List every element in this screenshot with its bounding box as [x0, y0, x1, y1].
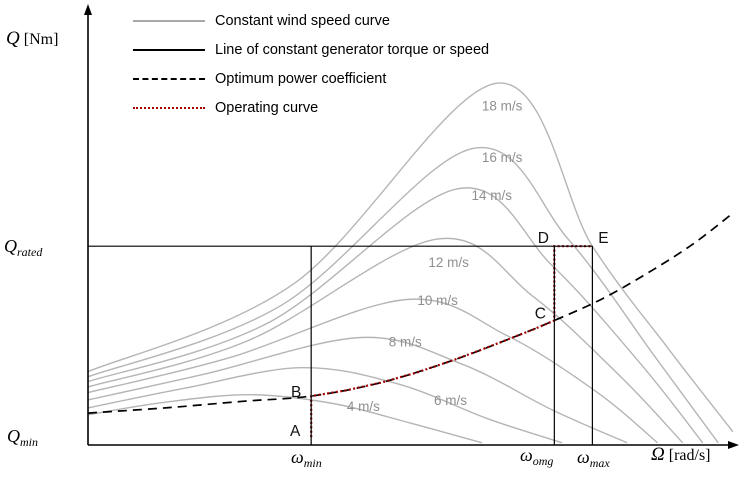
operating-point-label-E: E [598, 230, 608, 247]
y-tick-q-rated: Qrated [4, 236, 42, 260]
omega-max-symbol: ω [577, 447, 590, 467]
wind-speed-label: 14 m/s [472, 188, 513, 203]
omega-min-sub: min [303, 456, 322, 471]
y-axis-unit: [Nm] [23, 31, 59, 48]
wind-speed-label: 10 m/s [417, 293, 458, 308]
wind-speed-curve [88, 82, 733, 433]
wind-speed-label: 8 m/s [389, 335, 422, 350]
legend-item-constant-wind: Constant wind speed curve [133, 6, 489, 35]
x-tick-omega-max: ωmax [577, 447, 610, 471]
wind-speed-curve [88, 298, 658, 444]
x-tick-omega-min: ωmin [291, 447, 322, 471]
legend: Constant wind speed curve Line of consta… [133, 6, 489, 122]
legend-item-constant-torque-speed: Line of constant generator torque or spe… [133, 35, 489, 64]
omega-omg-sub: omg [532, 454, 554, 469]
optimum-power-curve [88, 214, 731, 414]
wind-speed-curve [88, 366, 563, 444]
legend-label: Operating curve [215, 99, 319, 116]
x-axis-title: Ω [rad/s] [651, 444, 711, 466]
wind-speed-curve [88, 187, 704, 444]
x-axis-arrow-icon [728, 441, 739, 449]
wind-speed-curve [88, 336, 628, 444]
y-tick-q-min: Qmin [7, 426, 38, 450]
y-axis-symbol: Q [6, 28, 20, 49]
operating-point-label-C: C [535, 306, 546, 323]
wind-speed-curve [88, 146, 719, 444]
legend-item-operating-curve: Operating curve [133, 93, 489, 122]
x-axis-unit: [rad/s] [668, 447, 711, 464]
legend-item-optimum-power: Optimum power coefficient [133, 64, 489, 93]
y-axis-title: Q [Nm] [6, 28, 58, 50]
legend-label: Line of constant generator torque or spe… [215, 41, 490, 58]
omega-omg-symbol: ω [520, 445, 533, 465]
optimum-power-line-sample [133, 77, 205, 80]
q-min-symbol: Q [7, 426, 20, 446]
legend-label: Constant wind speed curve [215, 12, 390, 29]
wind-speed-label: 12 m/s [428, 255, 469, 270]
constant-torque-line-sample [133, 48, 205, 51]
wind-speed-label: 4 m/s [347, 399, 380, 414]
q-rated-symbol: Q [4, 236, 17, 256]
wind-speed-curve [88, 393, 483, 444]
operating-point-label-D: D [538, 230, 549, 247]
operating-curve-line-sample [133, 106, 205, 109]
q-rated-sub: rated [17, 245, 43, 260]
x-tick-omega-omg: ωomg [520, 445, 553, 469]
wind-speed-curve [88, 237, 684, 444]
omega-min-symbol: ω [291, 447, 304, 467]
operating-point-label-A: A [290, 423, 301, 440]
wind-speed-label: 6 m/s [434, 393, 467, 408]
y-axis-arrow-icon [84, 4, 92, 15]
operating-point-label-B: B [291, 384, 301, 401]
legend-label: Optimum power coefficient [215, 70, 387, 87]
wind-speed-label: 18 m/s [482, 98, 523, 113]
curves-layer [88, 82, 733, 444]
wind-speed-label: 16 m/s [482, 150, 523, 165]
omega-max-sub: max [589, 456, 610, 471]
constant-wind-line-sample [133, 19, 205, 22]
x-axis-symbol: Ω [651, 444, 665, 465]
q-min-sub: min [20, 435, 38, 450]
